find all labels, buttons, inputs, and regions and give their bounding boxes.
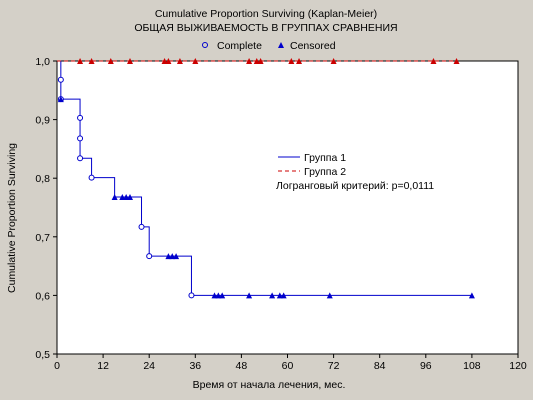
logrank-annotation: Логранговый критерий: p=0,0111	[276, 180, 434, 192]
group2-censored-point	[257, 58, 264, 64]
series-layer	[57, 58, 475, 299]
group1-complete-point	[138, 223, 145, 230]
group1-censored-point	[468, 292, 475, 299]
y-tick-label: 0,9	[35, 115, 50, 127]
complete-marker-icon	[202, 42, 208, 48]
x-tick-label: 84	[374, 360, 386, 372]
group1-complete-point	[77, 155, 84, 162]
x-tick-label: 36	[189, 360, 201, 372]
x-tick-label: 60	[282, 360, 294, 372]
plot-area	[56, 60, 519, 355]
group1-censored-point	[326, 292, 333, 299]
group2-censored-point	[453, 58, 460, 64]
chart-subtitle: ОБЩАЯ ВЫЖИВАЕМОСТЬ В ГРУППАХ СРАВНЕНИЯ	[134, 22, 397, 34]
group1-censored-point	[123, 193, 130, 200]
y-tick-label: 1,0	[35, 56, 50, 68]
group2-censored-point	[330, 58, 337, 64]
axes: 0 12 24 36 48 60 72 84 96 108 120 0,5 0,6 0,7 0,8 0,9 1,…	[35, 56, 527, 372]
y-axis-title: Cumulative Proportion Surviving	[6, 143, 18, 293]
legend-group1-label: Группа 1	[304, 152, 346, 164]
group1-censored-point	[219, 292, 226, 299]
group2-censored-point	[246, 58, 253, 64]
x-tick-label: 0	[54, 360, 60, 372]
x-tick-label: 120	[509, 360, 527, 372]
y-tick-label: 0,6	[35, 290, 50, 302]
group1-complete-point	[188, 292, 195, 299]
x-tick-label: 108	[463, 360, 481, 372]
group2-censored-point	[165, 58, 172, 64]
group2-censored-point	[192, 58, 199, 64]
group1-censored-point	[269, 292, 276, 299]
group2-censored-point	[430, 58, 437, 64]
x-axis-title: Время от начала лечения, мес.	[193, 379, 346, 391]
group1-censored-point	[211, 292, 218, 299]
x-tick-label: 12	[97, 360, 109, 372]
group2-censored-point	[253, 58, 260, 64]
y-tick-label: 0,8	[35, 173, 50, 185]
group1-complete-point	[77, 135, 84, 142]
top-legend: Complete Censored	[202, 40, 336, 52]
group1-censored-point	[165, 253, 172, 260]
group2-censored-point	[88, 58, 95, 64]
chart-title: Cumulative Proportion Surviving (Kaplan-…	[155, 8, 377, 20]
group1-complete-point	[146, 253, 153, 260]
x-tick-label: 48	[236, 360, 248, 372]
group2-censored-point	[296, 58, 303, 64]
group1-censored-point	[111, 193, 118, 200]
group1-censored-point	[57, 96, 64, 103]
x-tick-label: 96	[420, 360, 432, 372]
group1-censored-point	[126, 193, 133, 200]
x-tick-label: 72	[328, 360, 340, 372]
x-tick-label: 24	[143, 360, 155, 372]
group1-censored-point	[169, 253, 176, 260]
series-legend: Группа 1 Группа 2 Логранговый критерий: …	[276, 152, 434, 192]
group2-censored-point	[126, 58, 133, 64]
group1-censored-point	[246, 292, 253, 299]
censored-marker-icon	[278, 42, 284, 48]
top-legend-complete-label: Complete	[217, 40, 262, 52]
top-legend-censored-label: Censored	[290, 40, 336, 52]
group1-complete-point	[57, 76, 64, 83]
group2-censored-point	[161, 58, 168, 64]
group2-censored-point	[107, 58, 114, 64]
group1-censored-point	[215, 292, 222, 299]
legend-group2-label: Группа 2	[304, 166, 346, 178]
y-tick-label: 0,5	[35, 349, 50, 361]
group2-censored-point	[176, 58, 183, 64]
y-tick-label: 0,7	[35, 232, 50, 244]
group2-censored-point	[77, 58, 84, 64]
group2-censored-point	[288, 58, 295, 64]
group1-censored-point	[276, 292, 283, 299]
group1-censored-point	[280, 292, 287, 299]
group1-complete-point	[88, 174, 95, 181]
group1-complete-point	[77, 114, 84, 121]
group1-censored-point	[173, 253, 180, 260]
group1-censored-point	[119, 193, 126, 200]
